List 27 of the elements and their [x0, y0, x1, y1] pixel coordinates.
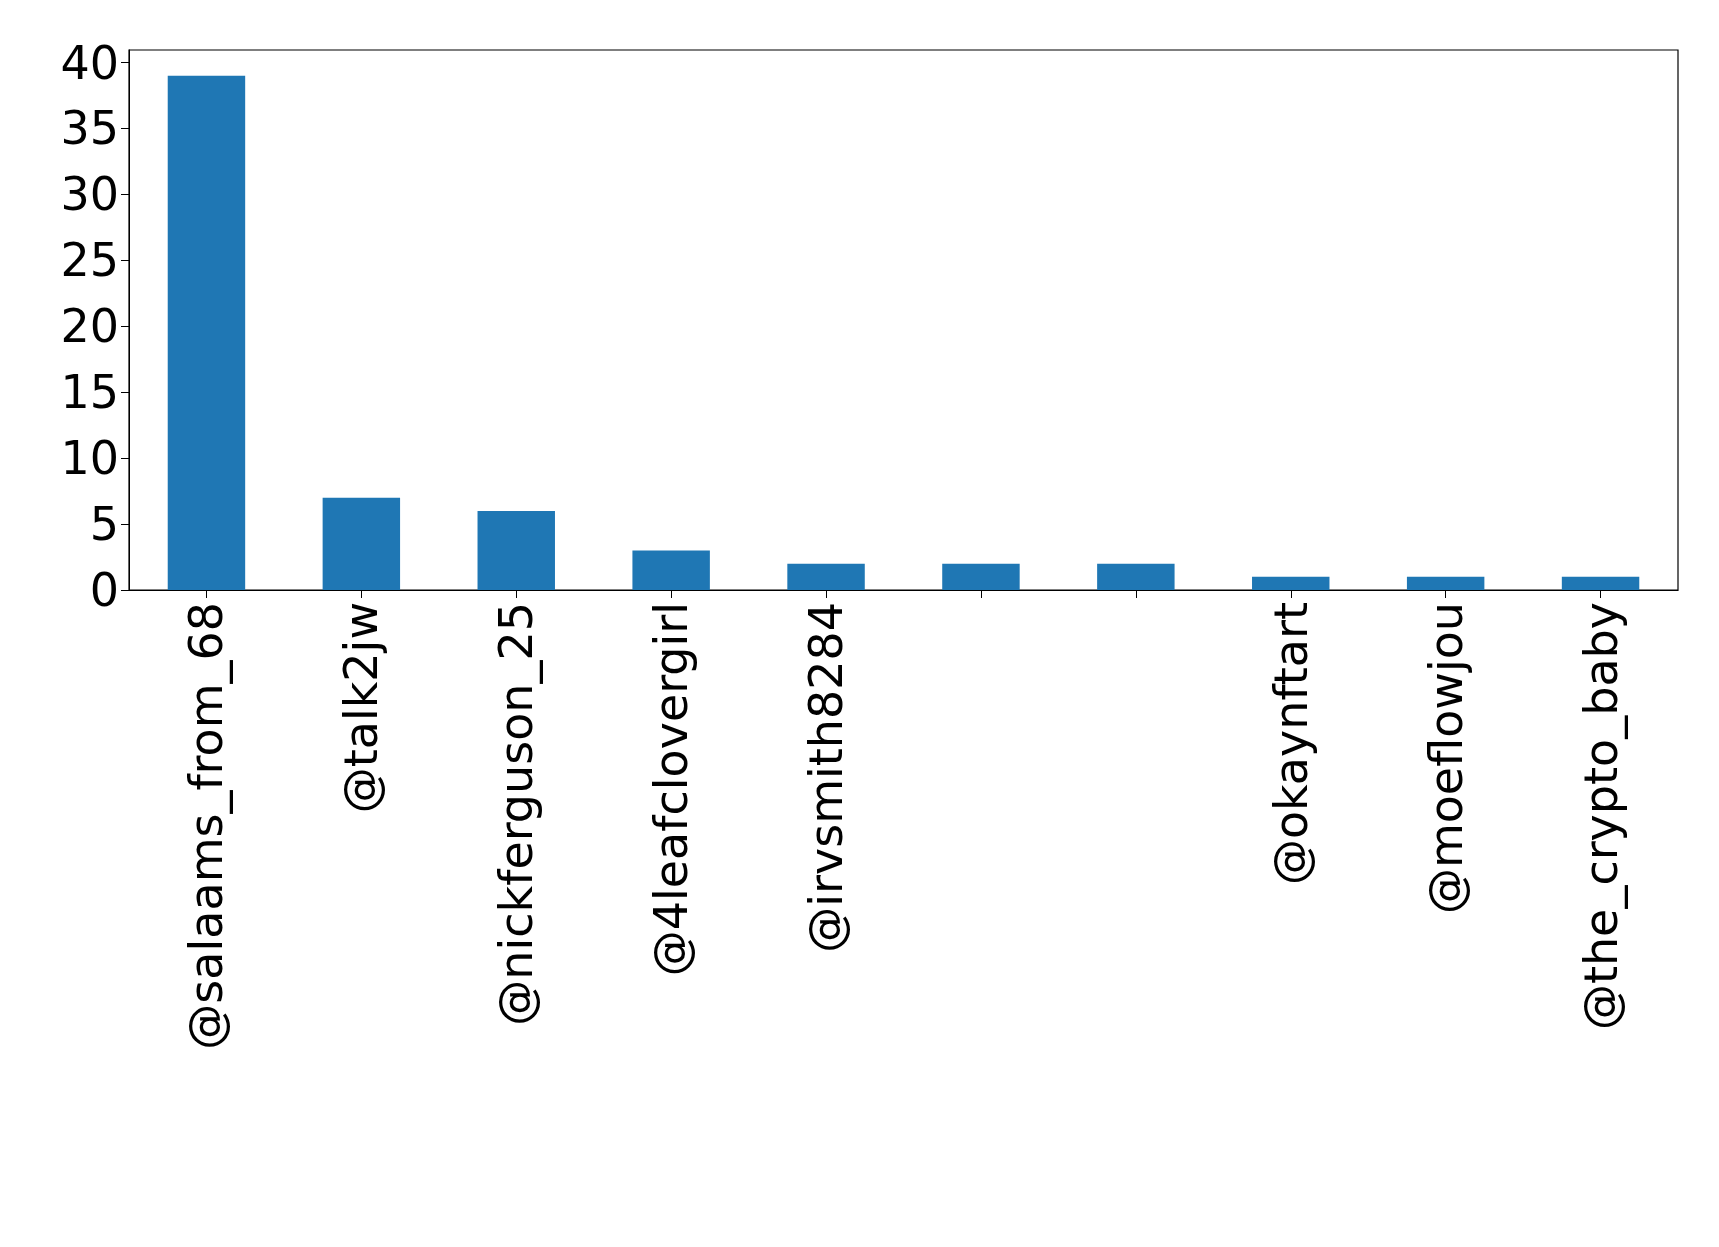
x-tick-label: @irvsmith8284 — [799, 602, 854, 953]
bar — [1252, 576, 1330, 590]
y-tick-label: 35 — [60, 101, 119, 156]
y-tick-label: 30 — [60, 167, 119, 222]
x-tick-label: @okaynftart — [1263, 602, 1318, 886]
x-tick-label: @the_crypto_baby — [1573, 602, 1628, 1031]
x-tick-label: @moeflowjou — [1418, 602, 1473, 915]
bar — [632, 550, 710, 590]
y-tick-label: 0 — [89, 563, 119, 617]
x-tick-label: @salaams_from_68 — [179, 602, 234, 1050]
bar — [1097, 563, 1175, 590]
bar — [322, 497, 401, 590]
x-tick-label: @4leafclovergirl — [644, 602, 699, 977]
x-tick-label: @nickferguson_25 — [489, 602, 544, 1026]
y-tick-label: 40 — [60, 35, 119, 90]
y-tick-label: 25 — [60, 233, 119, 288]
bar — [1561, 576, 1640, 590]
bar — [167, 75, 246, 590]
bar — [942, 563, 1020, 590]
y-tick-label: 5 — [89, 497, 119, 552]
y-tick-label: 20 — [60, 299, 119, 354]
bar — [477, 510, 555, 590]
y-tick-label: 10 — [60, 431, 119, 486]
bar — [1406, 576, 1485, 590]
y-tick-label: 15 — [60, 365, 119, 420]
bar — [787, 563, 865, 590]
x-tick-label: @talk2jw — [334, 602, 389, 814]
